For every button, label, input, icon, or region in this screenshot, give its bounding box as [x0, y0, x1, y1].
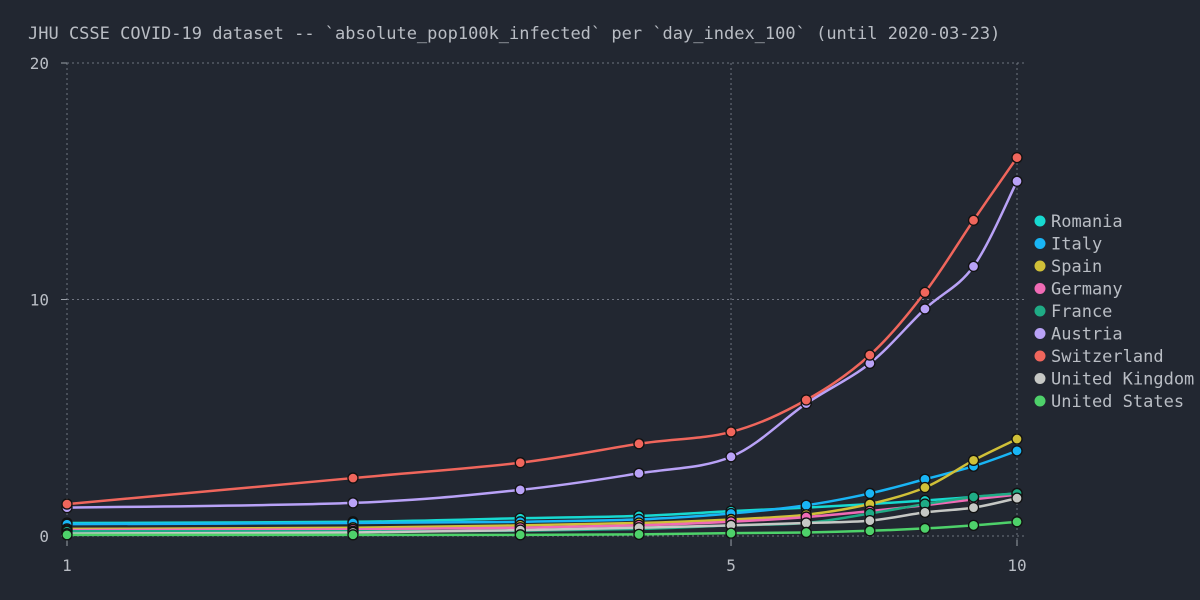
- legend-marker-germany: [1034, 283, 1046, 294]
- data-point-spain: [967, 454, 980, 466]
- data-point-switzerland: [919, 286, 931, 299]
- legend-label-united-states: United States: [1051, 392, 1184, 412]
- chart-title: JHU CSSE COVID-19 dataset -- `absolute_p…: [28, 24, 1001, 44]
- data-point-united-states: [967, 519, 980, 532]
- data-point-italy: [800, 499, 812, 511]
- data-point-united-states: [800, 526, 812, 539]
- data-point-italy: [864, 487, 876, 500]
- legend-marker-romania: [1034, 215, 1046, 227]
- data-point-switzerland: [800, 394, 812, 406]
- x-tick-label: 5: [726, 556, 736, 575]
- legend-marker-italy: [1034, 238, 1046, 249]
- x-tick-label: 1: [62, 556, 72, 575]
- data-point-spain: [919, 481, 931, 494]
- data-point-united-kingdom: [864, 514, 876, 527]
- legend-marker-austria: [1034, 328, 1046, 339]
- y-tick-label: 0: [39, 527, 49, 546]
- data-point-austria: [347, 497, 359, 509]
- legend-label-spain: Spain: [1051, 257, 1102, 277]
- data-point-italy: [1011, 445, 1023, 457]
- data-point-united-states: [347, 529, 359, 541]
- data-point-united-states: [725, 527, 737, 539]
- legend-label-austria: Austria: [1051, 325, 1123, 345]
- data-point-austria: [1011, 175, 1023, 187]
- data-point-united-states: [919, 522, 931, 535]
- legend-label-germany: Germany: [1051, 280, 1123, 300]
- legend-marker-united-kingdom: [1034, 373, 1046, 384]
- grid: [66, 62, 1027, 540]
- legend-marker-spain: [1034, 260, 1046, 272]
- series-line-switzerland: [66, 156, 1019, 506]
- legend-label-france: France: [1051, 302, 1112, 322]
- legend-label-united-kingdom: United Kingdom: [1051, 370, 1194, 390]
- data-point-austria: [725, 451, 737, 463]
- y-tick-label: 10: [30, 291, 49, 310]
- y-tick-label: 20: [30, 54, 49, 73]
- data-point-united-kingdom: [800, 517, 812, 529]
- data-point-switzerland: [864, 349, 876, 361]
- data-point-united-states: [864, 525, 876, 537]
- data-point-france: [967, 491, 980, 503]
- data-point-austria: [967, 260, 980, 273]
- x-tick-label: 10: [1007, 556, 1026, 575]
- series-layer: [61, 151, 1023, 541]
- data-point-united-states: [1011, 516, 1023, 528]
- data-point-austria: [514, 484, 526, 496]
- legend-label-italy: Italy: [1051, 235, 1102, 255]
- data-point-switzerland: [633, 438, 645, 450]
- data-point-switzerland: [725, 426, 737, 438]
- legend-marker-france: [1034, 305, 1046, 317]
- data-point-united-states: [633, 528, 645, 540]
- data-point-united-kingdom: [967, 501, 980, 514]
- legend-marker-united-states: [1034, 395, 1046, 407]
- legend-label-romania: Romania: [1051, 212, 1123, 232]
- data-point-switzerland: [1011, 151, 1023, 164]
- data-point-switzerland: [61, 498, 73, 510]
- data-point-united-states: [61, 529, 73, 541]
- data-point-spain: [1011, 433, 1023, 445]
- data-point-austria: [633, 467, 645, 479]
- data-point-united-states: [514, 529, 526, 541]
- data-point-austria: [919, 303, 931, 315]
- data-point-switzerland: [514, 457, 526, 469]
- data-point-united-kingdom: [919, 506, 931, 518]
- legend-marker-switzerland: [1034, 350, 1046, 362]
- data-point-switzerland: [967, 214, 980, 226]
- legend-label-switzerland: Switzerland: [1051, 347, 1164, 367]
- data-point-united-kingdom: [1011, 492, 1023, 504]
- data-point-switzerland: [347, 472, 359, 484]
